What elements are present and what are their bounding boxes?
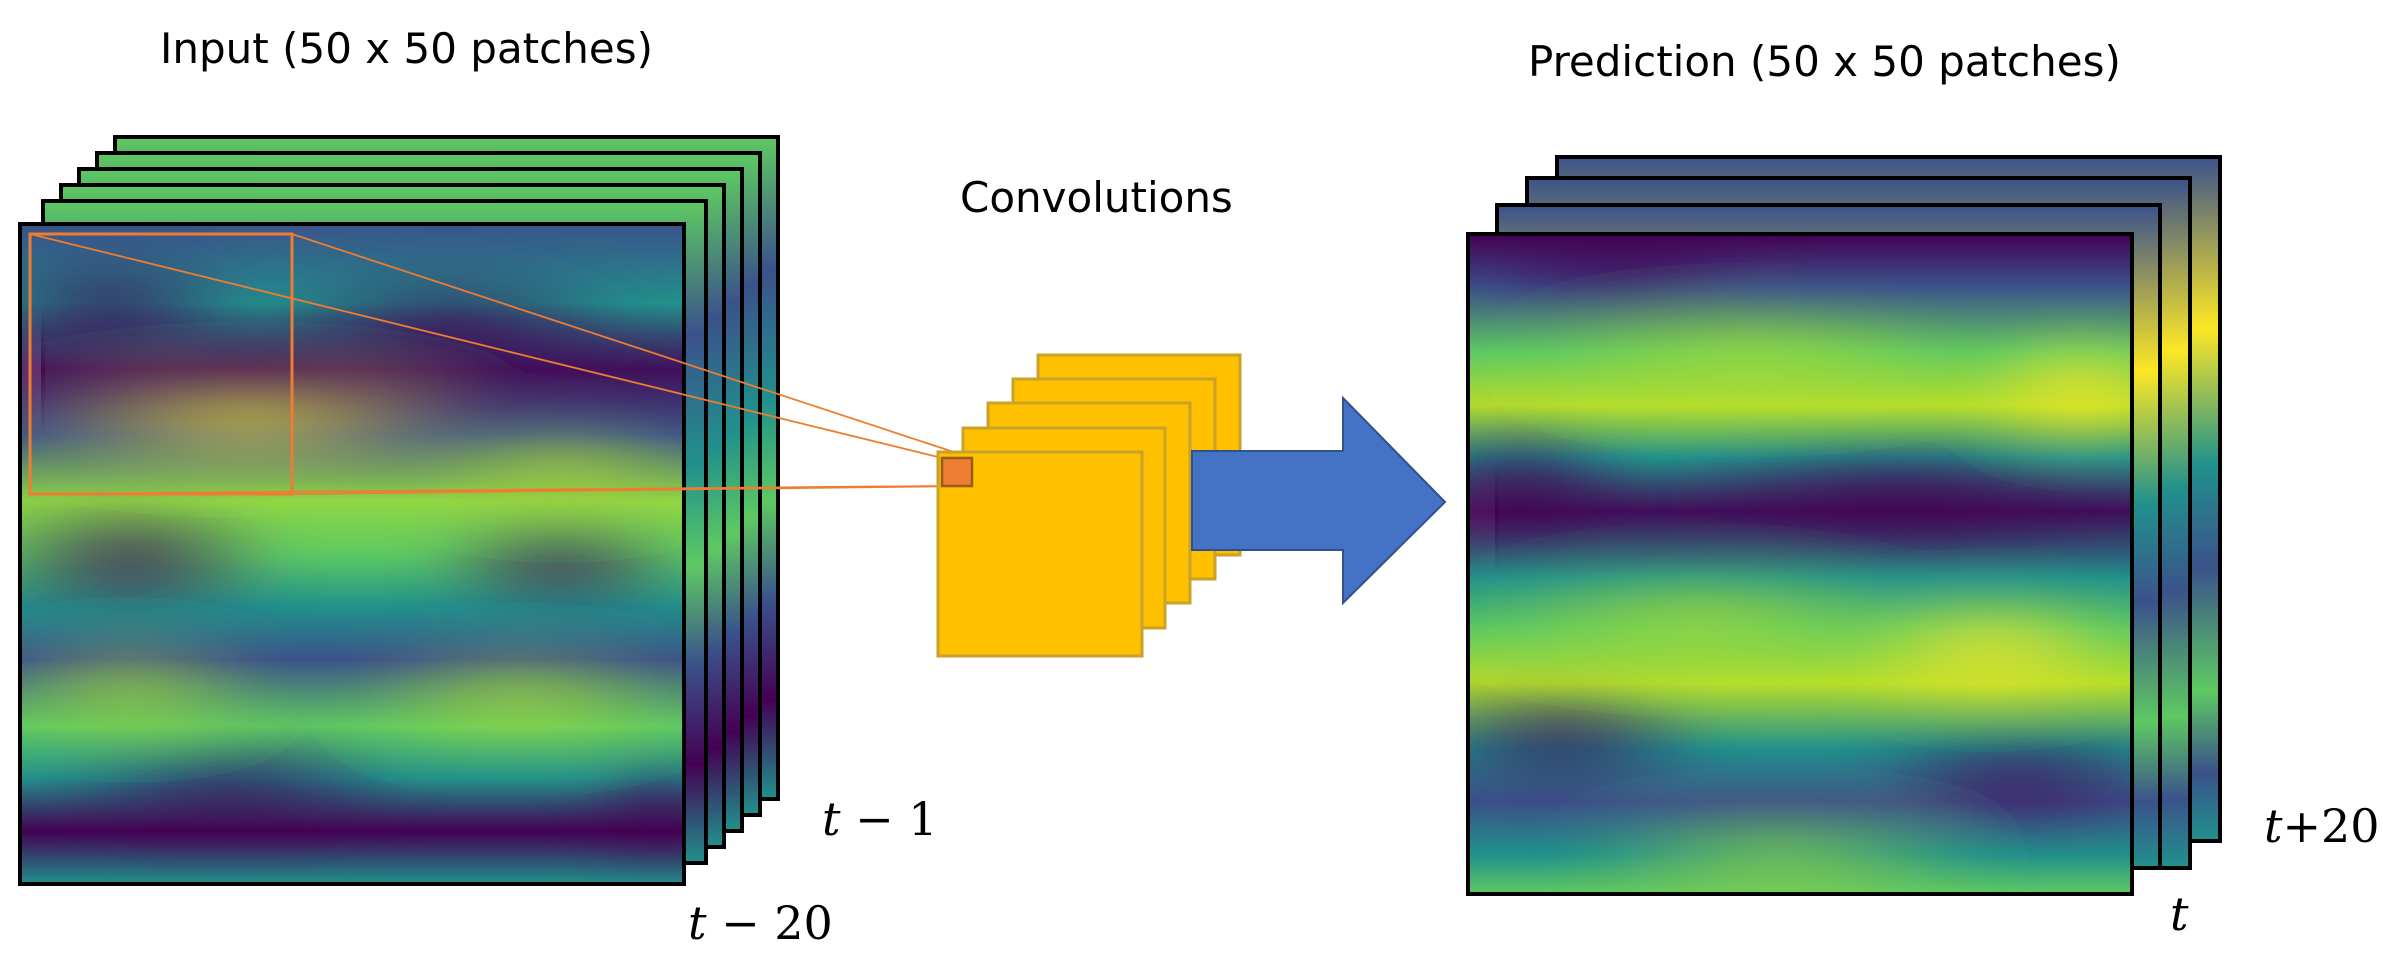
input-title: Input (50 x 50 patches) xyxy=(160,24,653,73)
prediction-frame-stack xyxy=(1466,155,2222,896)
output-first-frame-label: t xyxy=(2170,887,2189,941)
input-first-frame-offset: − 1 xyxy=(840,792,938,846)
output-last-frame-offset: +20 xyxy=(2282,799,2380,853)
input-frame-front xyxy=(20,224,684,884)
input-last-frame-offset: − 20 xyxy=(706,896,833,950)
receptive-field xyxy=(28,232,973,496)
input-first-frame-label: t − 1 xyxy=(822,792,938,846)
kernel-patch xyxy=(940,456,974,488)
input-first-frame-var: t xyxy=(822,792,841,846)
input-frame-stack xyxy=(18,135,780,886)
projection-line xyxy=(291,233,973,459)
receptive-field-box xyxy=(28,232,294,496)
projection-line xyxy=(291,485,973,495)
input-last-frame-label: t − 20 xyxy=(688,896,833,950)
output-last-frame-var: t xyxy=(2264,799,2283,853)
projection-line xyxy=(29,233,943,459)
input-last-frame-var: t xyxy=(688,896,707,950)
prediction-title: Prediction (50 x 50 patches) xyxy=(1528,37,2121,86)
right-arrow-icon xyxy=(1191,395,1447,606)
prediction-frame-front xyxy=(1468,234,2132,894)
output-first-frame-var: t xyxy=(2170,887,2189,941)
convolutions-label: Convolutions xyxy=(960,173,1233,222)
output-last-frame-label: t+20 xyxy=(2264,799,2380,853)
convolution-kernels xyxy=(936,353,1242,658)
